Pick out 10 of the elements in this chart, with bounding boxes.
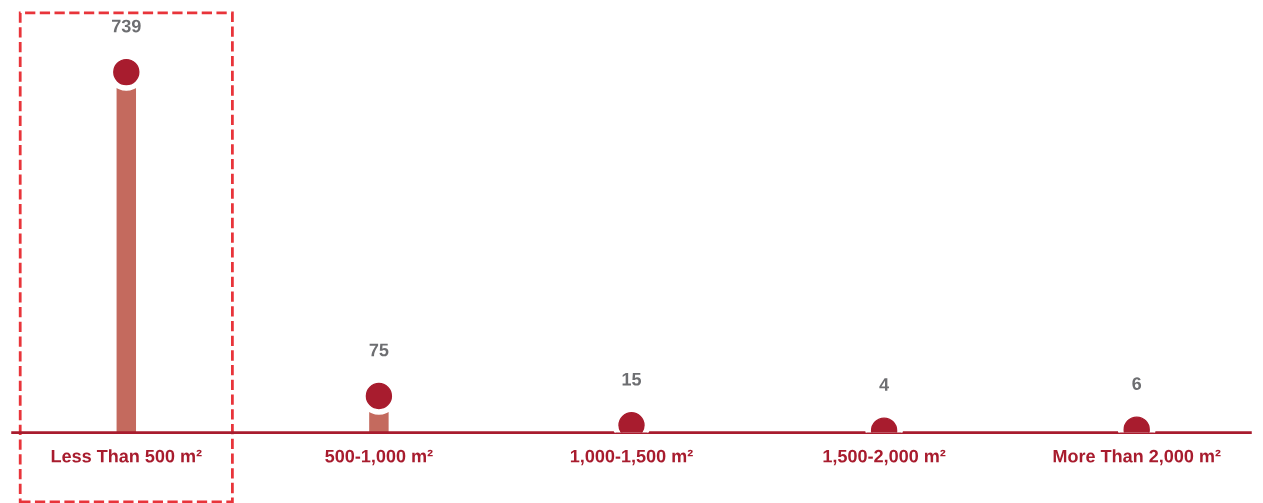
x-tick-label: 1,000-1,500 m² (570, 449, 693, 466)
data-label: 15 (622, 372, 642, 386)
x-tick-label: 1,500-2,000 m² (823, 449, 946, 466)
x-tick-label: Less Than 500 m² (51, 449, 202, 463)
data-label: 75 (369, 343, 389, 357)
x-tick-label: More Than 2,000 m² (1053, 449, 1221, 466)
data-label: 6 (1132, 377, 1142, 390)
data-label: 739 (112, 19, 141, 33)
data-label: 4 (879, 378, 890, 391)
x-tick-label: 500-1,000 m² (325, 449, 433, 466)
